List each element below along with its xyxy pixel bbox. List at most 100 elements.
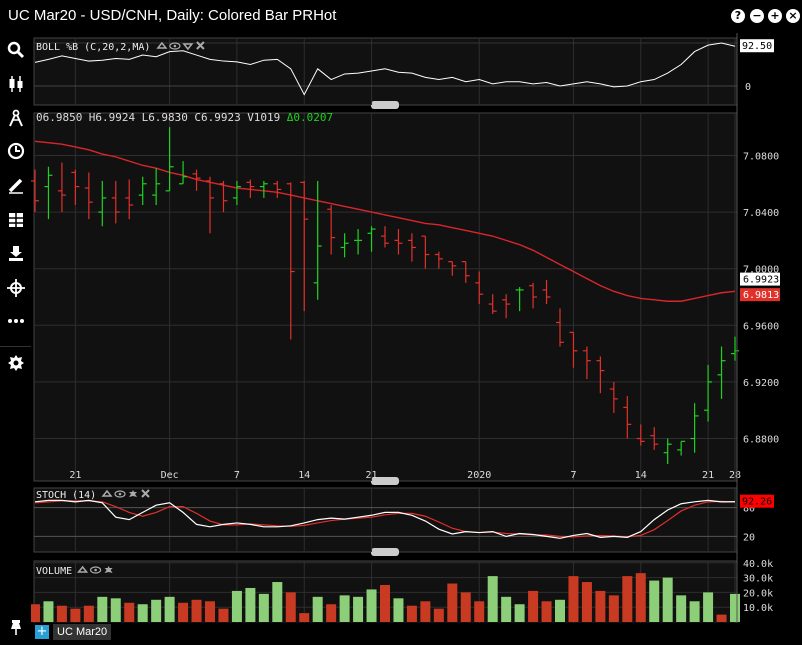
ohlc-bar [232, 180, 241, 205]
layout-grid-icon[interactable] [4, 211, 28, 233]
boll-move-down-icon[interactable] [182, 43, 194, 51]
stoch-panel [33, 487, 738, 553]
x-tick-label: 21 [69, 470, 81, 481]
price-resize-handle[interactable] [371, 477, 399, 485]
ohlc-bar [690, 403, 699, 453]
ohlc-bar [502, 294, 511, 319]
stoch-k-line [34, 499, 736, 539]
left-toolbar [0, 33, 31, 645]
glyph [141, 489, 150, 498]
price-tick-label: 6.9600 [743, 321, 779, 332]
glyph [104, 566, 113, 573]
clock-icon[interactable] [4, 142, 28, 164]
drawing-tool-icon[interactable] [4, 109, 28, 131]
stoch-eye-icon[interactable] [114, 490, 126, 498]
minimize-button[interactable]: − [750, 9, 764, 23]
ohlc-bar [57, 162, 66, 213]
volume-settings-icon[interactable] [104, 566, 113, 573]
pin-icon[interactable] [4, 618, 28, 640]
volume-bar [541, 601, 552, 622]
stoch-resize-handle[interactable] [371, 548, 399, 556]
ohlc-bar [367, 226, 376, 252]
add-tab-button[interactable]: + [35, 624, 49, 639]
ohlc-bar [636, 424, 645, 446]
stoch-settings-icon[interactable] [129, 490, 137, 497]
glyph [89, 566, 102, 574]
boll-move-up-icon[interactable] [156, 41, 168, 49]
boll-value-tag-bg [740, 39, 774, 53]
volume-bar [635, 573, 646, 622]
ohlc-bar [704, 364, 713, 422]
settings-icon[interactable] [4, 354, 28, 376]
stoch-move-up-icon[interactable] [101, 489, 113, 497]
glyph [173, 44, 177, 48]
glyph [129, 490, 137, 497]
volume-move-up-icon[interactable] [77, 565, 89, 573]
candlestick-icon[interactable] [4, 75, 28, 97]
pencil-icon[interactable] [4, 176, 28, 198]
volume-bar [151, 599, 162, 622]
volume-bar [393, 598, 404, 622]
ohlc-bar [259, 180, 268, 198]
ohlc-bar [556, 308, 564, 347]
close-button[interactable]: × [786, 9, 800, 23]
ohlc-bar [529, 282, 538, 309]
download-icon[interactable] [4, 244, 28, 266]
ohlc-bar [650, 427, 659, 450]
volume-bar [676, 595, 687, 622]
maximize-button[interactable]: + [768, 9, 782, 23]
ohlc-bar [582, 346, 591, 380]
ohlc-bar [273, 180, 282, 198]
volume-tick-label: 10.0k [743, 603, 773, 614]
boll-close-icon[interactable] [196, 41, 205, 50]
ohlc-bar [71, 169, 80, 205]
ohlc-bar [461, 261, 470, 283]
volume-bar [83, 605, 94, 622]
ohlc-bar [44, 166, 53, 220]
price-tick-label: 7.0400 [743, 208, 779, 219]
stoch-close-icon[interactable] [141, 489, 150, 498]
x-tick-label: 14 [298, 470, 310, 481]
volume-bar [164, 596, 175, 622]
search-icon[interactable] [4, 41, 28, 63]
ohlc-bar [434, 251, 443, 269]
chart-area[interactable]: 21 Dec 7 14 21 2020 7 14 21 287.08007.04007.00006… [31, 33, 802, 623]
volume-eye-icon[interactable] [89, 566, 102, 574]
volume-bar [689, 601, 700, 622]
volume-bar [43, 601, 54, 622]
ohlc-bar [246, 179, 255, 198]
help-button[interactable]: ? [731, 9, 745, 23]
volume-bar [447, 583, 458, 622]
price-tick-label: 7.0000 [743, 265, 779, 276]
last-price-tag: 6.9923 [743, 275, 779, 286]
volume-bar [608, 595, 619, 622]
volume-bar [487, 576, 498, 622]
boll-resize-handle[interactable] [371, 101, 399, 109]
volume-readout-value: 1019 [254, 111, 280, 124]
symbol-tab[interactable]: UC Mar20 [53, 624, 112, 640]
volume-bar [581, 582, 592, 622]
crosshair-icon[interactable] [4, 279, 28, 301]
open-value: 6.9850 [43, 111, 83, 124]
volume-bar [568, 576, 579, 622]
volume-bar [622, 576, 633, 622]
ohlc-bar [84, 172, 93, 220]
boll-eye-icon[interactable] [169, 42, 181, 50]
delta-value: 0.0207 [293, 111, 333, 124]
open-label: 0 [36, 111, 43, 124]
ohlc-bar [165, 127, 174, 192]
more-icon[interactable] [4, 312, 28, 334]
price-tick-label: 6.9200 [743, 378, 779, 389]
x-tick-label: 21 [702, 470, 714, 481]
boll-panel [33, 37, 738, 106]
volume-bar [312, 596, 323, 622]
ohlc-bar [381, 226, 389, 248]
x-tick-label: 28 [729, 470, 741, 481]
boll-tick-label: 0 [745, 82, 751, 93]
ohlc-bar [98, 180, 107, 227]
volume-readout-label: V [247, 111, 254, 124]
ohlc-bar [125, 179, 134, 220]
volume-bar [662, 577, 673, 622]
glyph [101, 489, 113, 497]
volume-tick-label: 40.0k [743, 559, 773, 570]
